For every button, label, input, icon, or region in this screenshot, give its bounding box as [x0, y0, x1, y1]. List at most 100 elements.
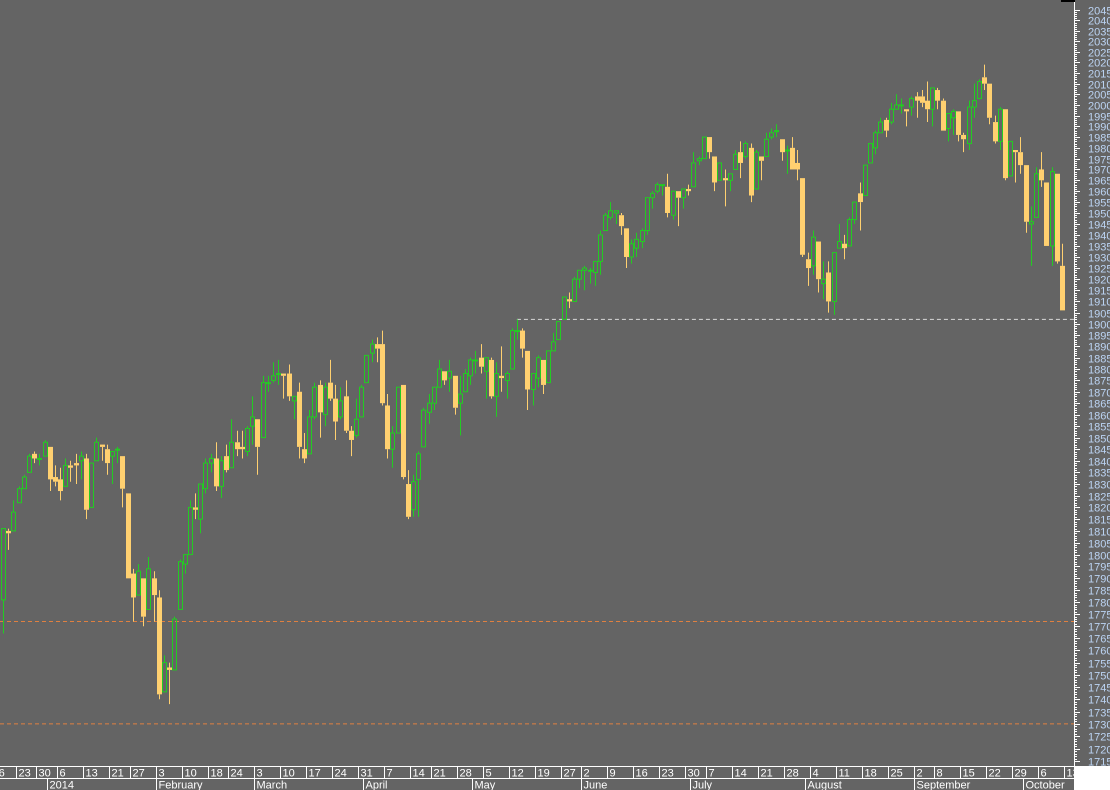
y-tick-label: 1795 — [1088, 562, 1110, 574]
candle-body-down — [68, 465, 73, 468]
candle-body-down — [152, 578, 157, 596]
candle — [1, 528, 6, 634]
y-tick-label: 1960 — [1088, 187, 1110, 199]
candle — [536, 355, 541, 388]
candle — [868, 143, 873, 164]
candle-body-down — [806, 259, 811, 269]
candle — [951, 109, 956, 135]
y-tick-label: 1845 — [1088, 445, 1110, 457]
candle — [749, 143, 754, 203]
candle-body-up — [634, 238, 639, 249]
candle — [328, 359, 333, 401]
candle-body-down — [624, 228, 629, 257]
y-tick-label: 1730 — [1088, 720, 1110, 732]
y-tick-label: 1750 — [1088, 671, 1110, 683]
candle — [390, 426, 395, 468]
candle-body-up — [37, 457, 42, 460]
candle-body-up — [977, 81, 982, 100]
candle — [941, 98, 946, 131]
candle — [84, 453, 89, 520]
corner-marker — [1061, 0, 1075, 2]
candle — [11, 500, 16, 532]
x-tick-label: 2 — [917, 768, 923, 780]
x-tick-label: 10 — [185, 768, 197, 780]
x-tick-label: 14 — [735, 768, 747, 780]
candle-body-up — [188, 506, 193, 556]
candle-body-down — [1055, 173, 1060, 262]
candle-body-down — [401, 384, 406, 478]
candle — [904, 109, 909, 127]
candle-body-down — [1039, 169, 1044, 181]
candle — [1050, 167, 1055, 266]
candle-body-down — [318, 384, 323, 413]
candle — [302, 433, 307, 464]
y-tick-label: 2025 — [1088, 48, 1110, 60]
candle-body-up — [728, 173, 733, 181]
candle-body-down — [74, 463, 79, 466]
reference-lines — [0, 318, 1074, 725]
month-label: March — [257, 780, 288, 790]
candle-body-down — [406, 484, 411, 517]
candle — [691, 152, 696, 188]
candle-body-down — [344, 396, 349, 431]
x-tick-label: 13 — [1067, 768, 1079, 780]
candle — [245, 426, 250, 457]
candle — [74, 453, 79, 485]
candle-body-down — [489, 359, 494, 397]
x-tick-label: 3 — [257, 768, 263, 780]
candle-body-up — [312, 386, 317, 418]
candle — [1044, 182, 1049, 246]
candle-body-up — [411, 481, 416, 511]
candle-body-up — [837, 241, 842, 249]
y-tick-label: 2020 — [1088, 58, 1110, 70]
x-tick-label: 24 — [335, 768, 347, 780]
candle — [634, 232, 639, 257]
candle — [582, 265, 587, 291]
candle — [338, 387, 343, 420]
candle-body-down — [842, 243, 847, 249]
candle-body-up — [774, 130, 779, 133]
x-tick-label: 12 — [512, 768, 524, 780]
candle — [22, 474, 27, 490]
candle — [619, 212, 624, 235]
candle — [421, 407, 426, 448]
candle — [697, 156, 702, 166]
candle-body-down — [915, 96, 920, 101]
y-tick-label: 1810 — [1088, 527, 1110, 539]
candle — [717, 162, 722, 181]
candle-body-down — [826, 272, 831, 302]
candle — [603, 212, 608, 232]
candle-body-down — [287, 373, 292, 397]
candle — [754, 149, 759, 190]
candle-body-up — [593, 260, 598, 273]
candle-body-up — [655, 184, 660, 192]
candle-body-up — [863, 164, 868, 197]
candle-body-down — [982, 77, 987, 84]
y-tick-label: 1935 — [1088, 242, 1110, 254]
candle — [110, 451, 115, 485]
y-tick-label: 1775 — [1088, 610, 1110, 622]
candle-body-up — [811, 236, 816, 267]
month-label: July — [693, 780, 713, 790]
y-tick-label: 1830 — [1088, 480, 1110, 492]
candle — [676, 191, 681, 227]
candle — [94, 437, 99, 462]
candle — [624, 228, 629, 269]
candle — [136, 564, 141, 596]
y-tick-label: 1905 — [1088, 309, 1110, 321]
x-tick-label: 14 — [413, 768, 425, 780]
candle-body-up — [847, 219, 852, 247]
y-tick-label: 1940 — [1088, 231, 1110, 243]
candle-body-down — [380, 344, 385, 404]
candle-body-down — [141, 578, 146, 617]
candle — [416, 451, 421, 517]
candle-body-up — [27, 455, 32, 473]
candle — [442, 371, 447, 385]
candle-body-up — [572, 278, 577, 302]
y-tick-label: 2015 — [1088, 69, 1110, 81]
candle — [312, 382, 317, 420]
y-tick-label: 1785 — [1088, 586, 1110, 598]
candle-body-up — [427, 402, 432, 413]
candle — [437, 359, 442, 388]
candle — [608, 202, 613, 220]
